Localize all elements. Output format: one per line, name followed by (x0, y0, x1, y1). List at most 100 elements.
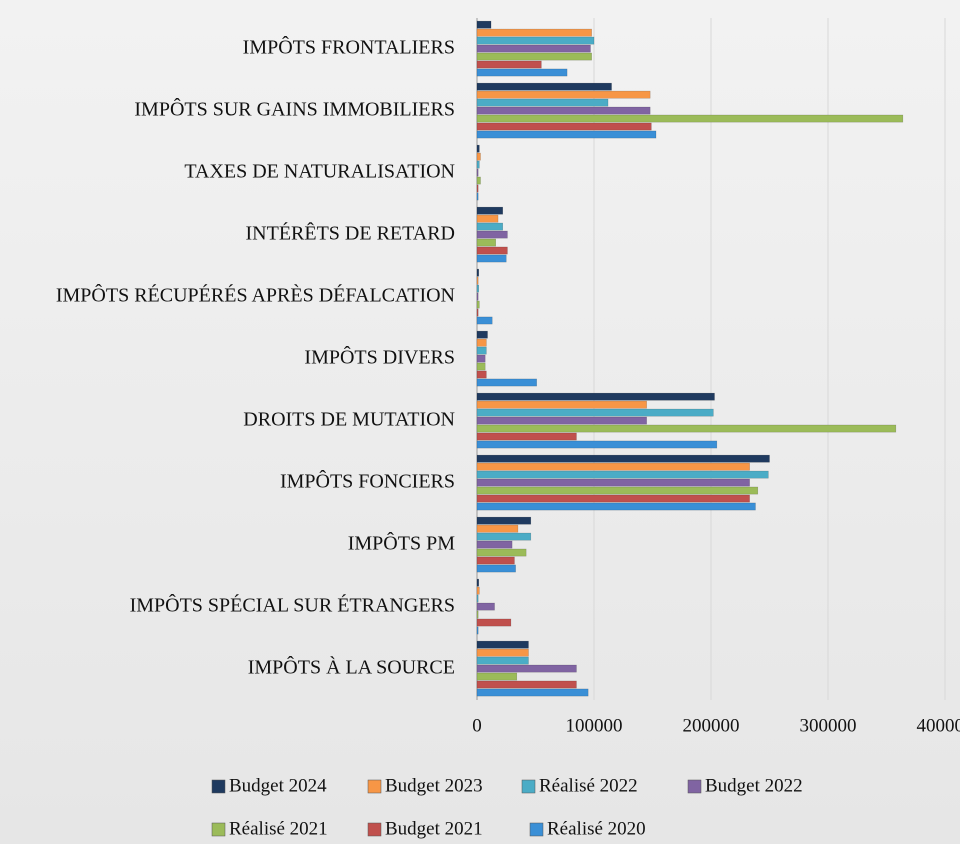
bar (476, 462, 750, 471)
bar (476, 548, 527, 557)
bar (476, 618, 512, 627)
bar (476, 680, 577, 689)
bar (476, 378, 537, 387)
y-tick-label: IMPÔTS PM (348, 531, 455, 555)
bar (476, 362, 486, 371)
y-tick-label: TAXES DE NATURALISATION (184, 161, 455, 183)
bar (476, 192, 479, 201)
bar (476, 160, 480, 169)
bar (476, 664, 577, 673)
bar (476, 610, 479, 619)
bar (476, 532, 532, 541)
bar (476, 308, 479, 317)
bar (476, 68, 568, 77)
bar (476, 268, 480, 277)
bar (476, 338, 487, 347)
x-tick-label: 0 (472, 715, 482, 736)
bar (476, 432, 577, 441)
bar (476, 122, 652, 131)
y-tick-label: IMPÔTS FONCIERS (280, 469, 455, 493)
y-tick-label: IMPÔTS FRONTALIERS (243, 35, 455, 59)
y-tick-label: IMPÔTS SUR GAINS IMMOBILIERS (134, 97, 455, 121)
bar (476, 44, 591, 53)
bar (476, 300, 480, 309)
bar (476, 254, 507, 263)
y-tick-label: IMPÔTS RÉCUPÉRÉS APRÈS DÉFALCATION (56, 283, 455, 307)
bar (476, 424, 897, 433)
bar (476, 276, 479, 285)
bar (476, 292, 479, 301)
y-tick-label: DROITS DE MUTATION (243, 409, 455, 431)
bar (476, 556, 515, 565)
legend-swatch (529, 822, 544, 837)
bar (476, 502, 756, 511)
legend-label: Budget 2023 (385, 775, 483, 796)
bar (476, 626, 479, 635)
bar (476, 346, 487, 355)
legend-label: Réalisé 2020 (547, 818, 646, 839)
bar (476, 130, 657, 139)
bar (476, 152, 481, 161)
bar (476, 400, 647, 409)
bar (476, 106, 651, 115)
x-tick-label: 300000 (800, 715, 857, 736)
bar (476, 168, 479, 177)
bar (476, 144, 480, 153)
bar (476, 184, 479, 193)
y-tick-label: IMPÔTS SPÉCIAL SUR ÉTRANGERS (130, 593, 455, 617)
bar (476, 564, 516, 573)
legend-swatch (367, 779, 382, 794)
bar (476, 524, 519, 533)
legend-label: Réalisé 2021 (229, 818, 328, 839)
bar (476, 370, 487, 379)
bar (476, 206, 503, 215)
bar (476, 392, 715, 401)
bar (476, 494, 750, 503)
legend-label: Budget 2021 (385, 818, 483, 839)
bar (476, 578, 480, 587)
legend-swatch (211, 822, 226, 837)
bar (476, 90, 651, 99)
bar (476, 594, 479, 603)
bar (476, 230, 508, 239)
legend-swatch (521, 779, 536, 794)
legend-swatch (687, 779, 702, 794)
y-tick-label: IMPÔTS DIVERS (304, 345, 455, 369)
bar (476, 602, 495, 611)
x-tick-label: 100000 (566, 715, 623, 736)
bar (476, 540, 513, 549)
bar (476, 648, 529, 657)
bar (476, 478, 750, 487)
bar (476, 52, 592, 61)
bar (476, 656, 529, 665)
legend-label: Réalisé 2022 (539, 775, 638, 796)
legend-swatch (367, 822, 382, 837)
legend-label: Budget 2024 (229, 775, 327, 796)
y-tick-label: INTÉRÊTS DE RETARD (246, 222, 456, 245)
bar (476, 222, 503, 231)
bar (476, 28, 592, 37)
bar (476, 20, 492, 29)
bar (476, 60, 542, 69)
bar (476, 486, 759, 495)
legend-swatch (211, 779, 226, 794)
bar (476, 330, 488, 339)
bar (476, 36, 595, 45)
bar (476, 586, 480, 595)
bar (476, 640, 529, 649)
bar (476, 176, 481, 185)
bar (476, 238, 496, 247)
bar (476, 316, 493, 325)
bar (476, 214, 499, 223)
bar (476, 470, 769, 479)
bar (476, 672, 518, 681)
bar (476, 440, 718, 449)
x-tick-label: 200000 (683, 715, 740, 736)
bar (476, 688, 589, 697)
bar (476, 354, 486, 363)
bar (476, 246, 508, 255)
legend-label: Budget 2022 (705, 775, 803, 796)
bar (476, 114, 904, 123)
bar (476, 416, 647, 425)
